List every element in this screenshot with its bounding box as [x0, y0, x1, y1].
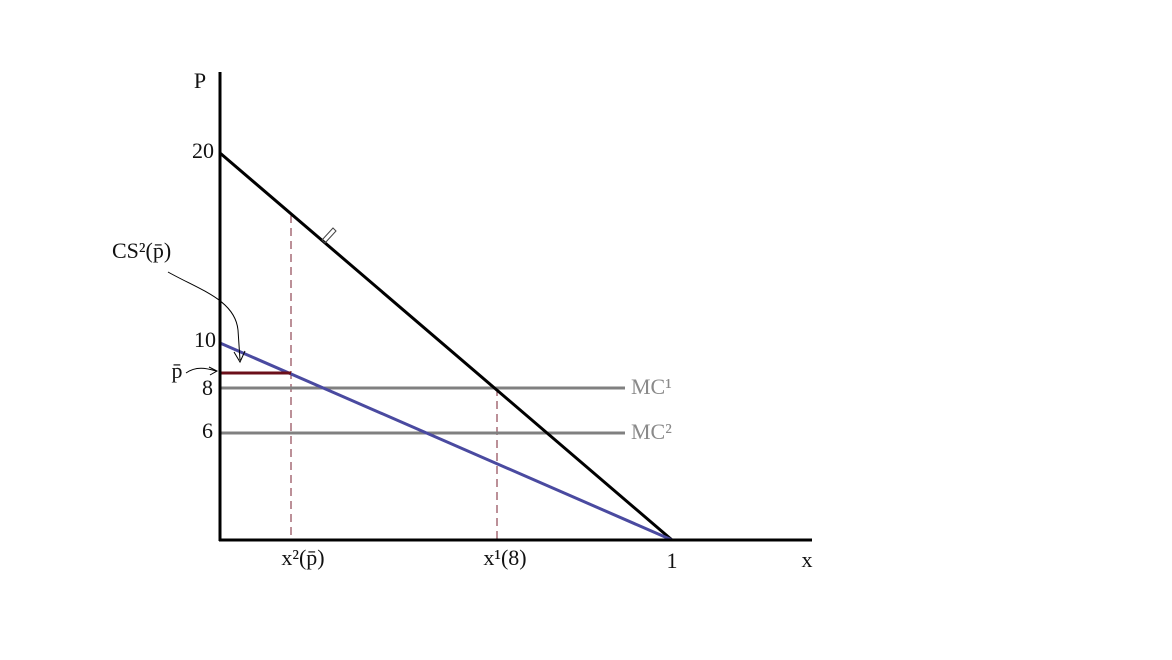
y-label: 8 [202, 375, 213, 400]
x-axis-label: x [802, 547, 813, 572]
y-label: 10 [194, 327, 216, 352]
pencil-cursor [321, 227, 337, 244]
curve-label: MC² [631, 419, 672, 444]
annotation: CS²(p̄) [112, 238, 171, 263]
demand-2 [219, 341, 673, 542]
arrow-head [208, 366, 219, 376]
y-label: 6 [202, 418, 213, 443]
x-label: 1 [667, 548, 678, 573]
y-axis-label: P [194, 68, 206, 93]
x-label: x¹(8) [483, 545, 526, 570]
arrow-head [233, 350, 246, 364]
y-label: p̄ [172, 358, 183, 383]
x-label: x²(p̄) [281, 545, 324, 570]
demand-1 [219, 151, 673, 542]
annotation-arrow [167, 271, 241, 361]
y-label: 20 [192, 138, 214, 163]
price-arrow [185, 367, 217, 374]
curve-label: MC¹ [631, 374, 672, 399]
